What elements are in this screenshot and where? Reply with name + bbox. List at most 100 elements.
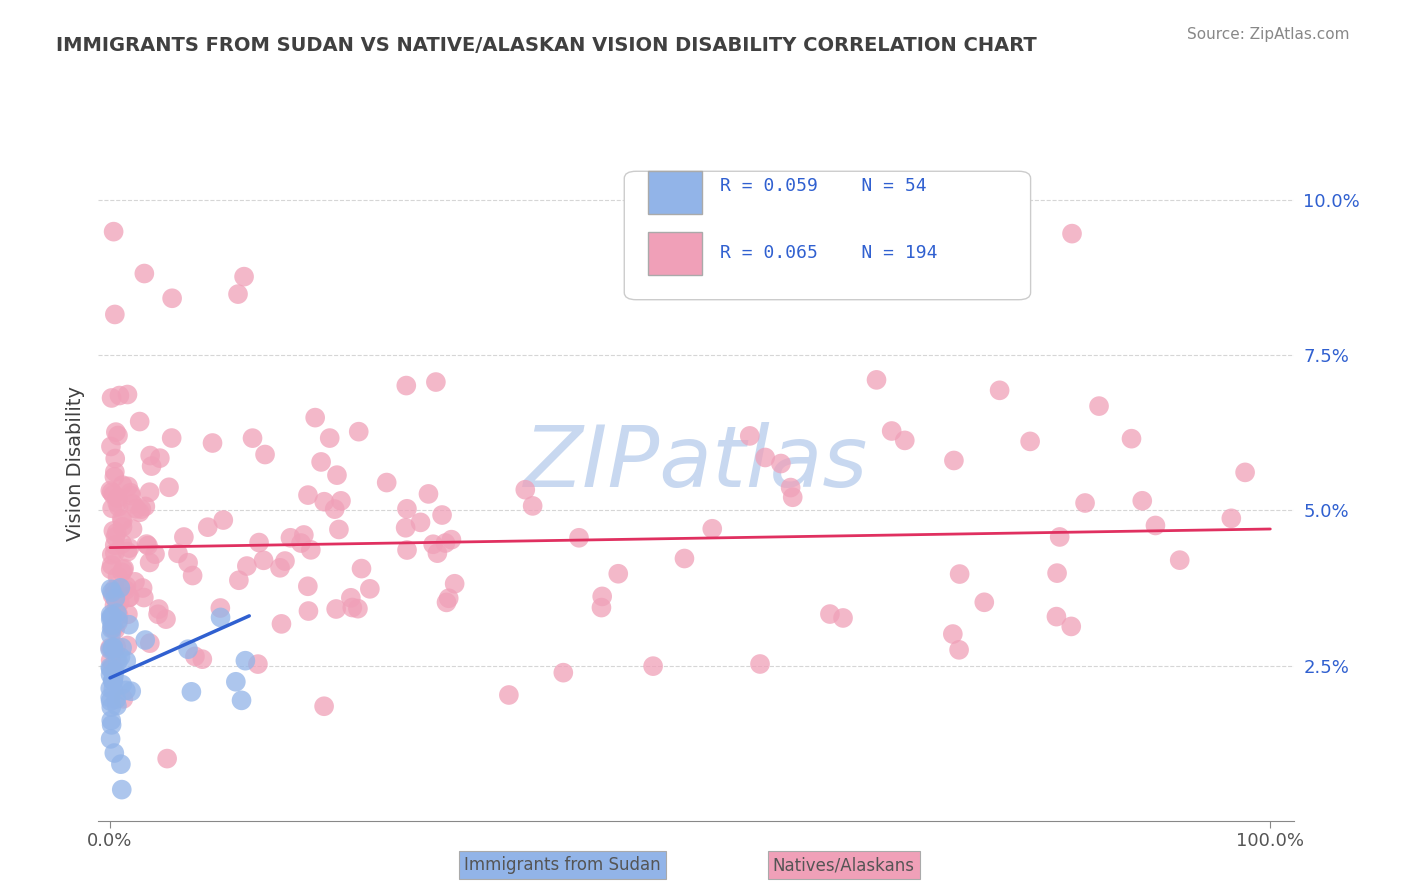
Point (100, 700, 122, 714)
Point (865, 373, 887, 387)
Point (443, 576, 465, 591)
Point (197, 520, 219, 534)
Point (98, 642, 121, 657)
FancyBboxPatch shape (648, 232, 702, 275)
Point (103, 225, 125, 239)
Point (105, 606, 128, 620)
Point (105, 692, 128, 706)
Point (111, 478, 134, 492)
Point (436, 595, 458, 609)
Point (1074, 496, 1097, 510)
Point (177, 556, 200, 570)
Point (105, 496, 128, 510)
Point (235, 654, 257, 668)
Text: IMMIGRANTS FROM SUDAN VS NATIVE/ALASKAN VISION DISABILITY CORRELATION CHART: IMMIGRANTS FROM SUDAN VS NATIVE/ALASKAN … (56, 36, 1038, 54)
Point (146, 607, 169, 622)
Point (100, 391, 122, 405)
Point (114, 683, 136, 698)
Point (118, 617, 141, 632)
Point (270, 616, 292, 631)
Point (104, 465, 127, 479)
Point (180, 685, 202, 699)
Point (209, 610, 232, 624)
Point (101, 642, 124, 657)
Point (418, 487, 440, 501)
Point (254, 448, 277, 462)
Point (103, 524, 125, 538)
Point (101, 622, 124, 636)
Point (246, 657, 269, 672)
Point (105, 640, 128, 654)
Point (100, 714, 122, 728)
FancyBboxPatch shape (648, 171, 702, 214)
Point (108, 595, 131, 609)
Point (117, 607, 139, 622)
Point (103, 599, 125, 613)
Point (101, 548, 124, 562)
Point (104, 451, 127, 466)
Point (103, 673, 125, 688)
Point (139, 636, 162, 650)
Point (103, 640, 125, 655)
Point (101, 589, 124, 603)
Point (104, 425, 127, 439)
Point (319, 431, 342, 445)
Point (330, 493, 353, 508)
Point (124, 574, 146, 589)
Point (115, 654, 138, 668)
Point (118, 590, 141, 604)
Point (98, 640, 121, 655)
Point (181, 568, 204, 582)
Point (101, 501, 124, 516)
Point (100, 653, 122, 667)
Point (100, 667, 122, 681)
Y-axis label: Vision Disability: Vision Disability (66, 386, 84, 541)
Point (138, 485, 160, 500)
Point (157, 480, 180, 494)
Point (553, 665, 575, 680)
Point (114, 583, 136, 598)
Point (236, 559, 259, 574)
Point (101, 618, 124, 632)
Point (1060, 619, 1083, 633)
Point (498, 688, 520, 702)
Point (591, 600, 613, 615)
Point (139, 449, 162, 463)
Point (141, 459, 163, 474)
Point (299, 542, 322, 557)
Point (100, 628, 122, 642)
Point (409, 516, 432, 530)
Point (818, 607, 841, 621)
Point (702, 522, 724, 536)
Point (1168, 553, 1191, 567)
Point (104, 591, 127, 606)
Point (100, 582, 122, 596)
Point (101, 673, 124, 688)
Point (340, 591, 363, 605)
Point (104, 665, 127, 679)
Point (117, 639, 139, 653)
Point (112, 691, 135, 706)
Point (395, 378, 418, 392)
Point (111, 520, 134, 534)
Point (121, 497, 143, 511)
Point (134, 500, 156, 514)
Point (233, 269, 256, 284)
Point (761, 211, 783, 226)
Point (100, 607, 122, 622)
Point (100, 718, 122, 732)
Point (426, 546, 449, 560)
Point (117, 479, 139, 493)
Point (252, 553, 274, 567)
Point (832, 611, 855, 625)
Point (128, 505, 150, 519)
Text: R = 0.065    N = 194: R = 0.065 N = 194 (720, 244, 938, 262)
Point (347, 601, 370, 615)
Point (107, 500, 129, 514)
Point (160, 431, 183, 445)
Point (309, 455, 332, 469)
Point (1130, 493, 1153, 508)
Point (247, 535, 270, 549)
Point (177, 642, 200, 657)
Point (101, 585, 124, 599)
